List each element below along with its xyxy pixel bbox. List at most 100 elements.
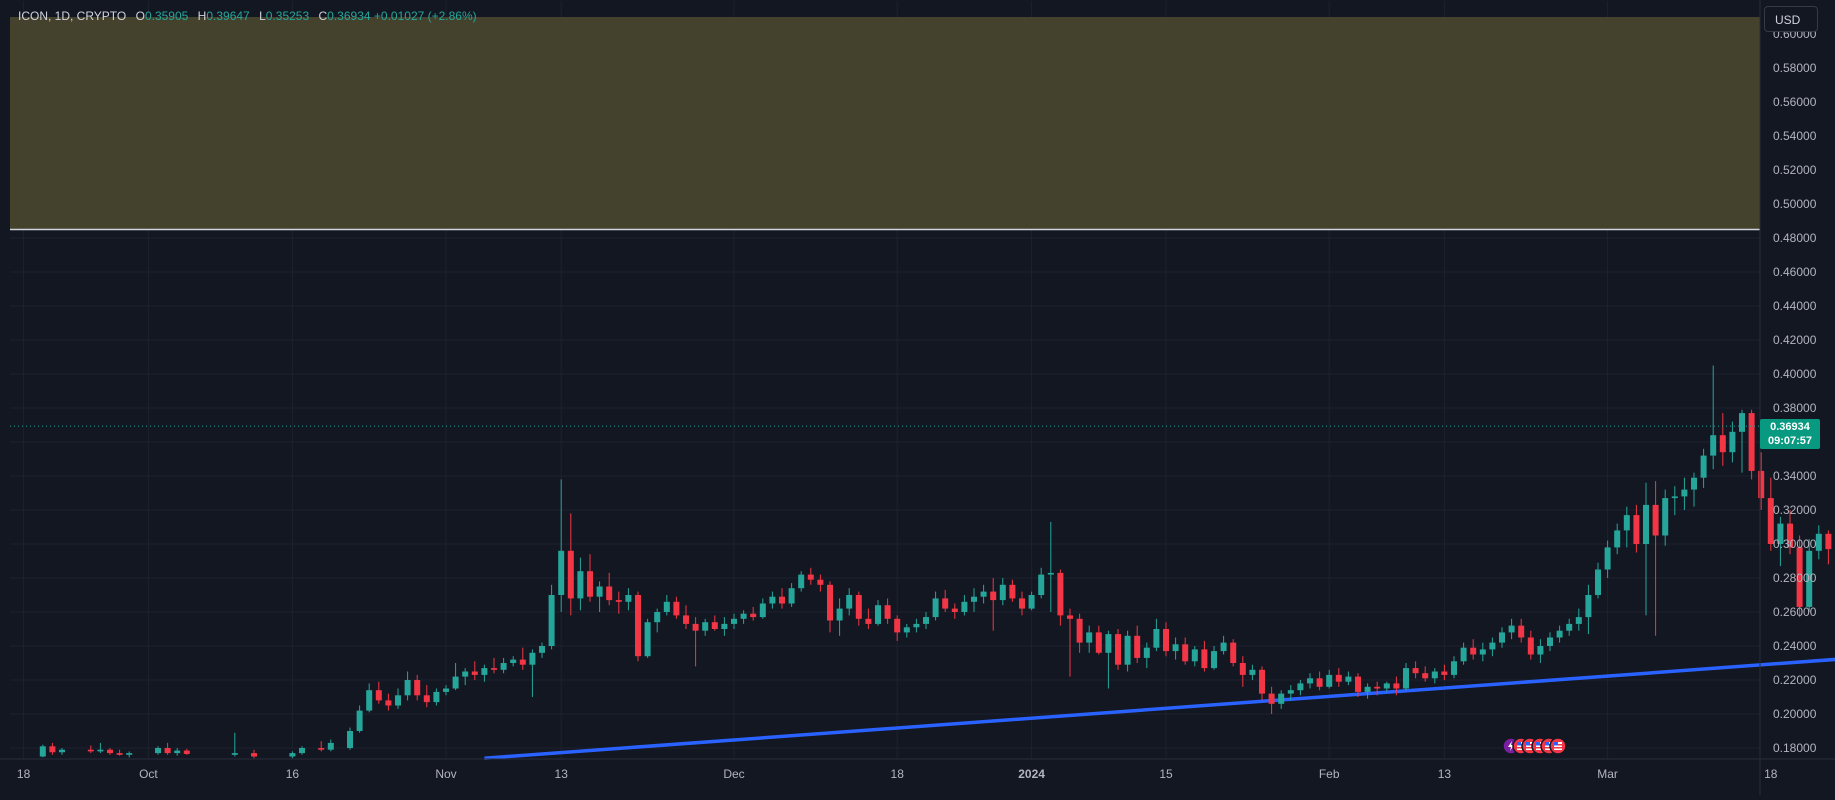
candle-body [1451,661,1457,675]
candle-body [39,746,46,757]
candle-body [779,596,785,604]
candle-body [1230,642,1237,663]
candle-body [404,680,411,696]
candle-body [1700,455,1707,478]
candle [932,591,939,621]
candle-body [375,690,382,701]
candle [951,603,958,619]
candle [1345,671,1352,686]
event-flag-icon[interactable] [1549,737,1567,755]
trendline-layer[interactable] [484,633,1835,760]
candle-body [423,695,430,703]
candle-body [827,584,833,621]
trendline[interactable] [484,633,1835,760]
candle [625,588,632,611]
candle-body [385,700,392,706]
candle-body [1566,623,1573,631]
candle-body [942,598,949,609]
last-price-badge[interactable]: 0.36934 09:07:57 [1760,419,1820,449]
last-price-value: 0.36934 [1770,421,1810,433]
candle [1652,481,1659,636]
candle [1595,562,1601,599]
lightning-glyph [1508,741,1514,751]
price-tick-label: 0.30000 [1773,537,1817,551]
candle [1028,591,1035,611]
candle [990,578,997,631]
candle-body [731,618,737,624]
candle-body [769,596,776,604]
candle [807,567,814,585]
flag-stripe [1554,747,1562,749]
candle [1614,523,1621,555]
price-tick-label: 0.26000 [1773,605,1817,619]
candle-body [635,595,641,657]
candle [942,589,949,612]
price-tick-label: 0.24000 [1773,639,1817,653]
candle [1623,506,1630,548]
candle [1729,421,1736,463]
candle-body [1777,523,1784,544]
candle-body [471,671,478,675]
candle [443,685,449,696]
flag-glyph [1545,742,1553,750]
candle-body [155,748,161,754]
candle [1134,625,1141,663]
resistance-zone[interactable] [10,17,1760,231]
low-label: L [259,9,266,23]
candle-body [1211,651,1217,669]
candle-body [1518,625,1525,638]
candle [1287,685,1294,701]
candle-body [500,663,507,670]
candle-body [1739,413,1745,432]
candle-body [711,622,718,629]
flag-canton [1526,742,1530,746]
candle-body [663,601,670,612]
candle [395,688,401,709]
candle [587,554,593,602]
candle-body [673,601,680,616]
price-tick-label: 0.46000 [1773,265,1817,279]
symbol-title[interactable]: ICON, 1D, CRYPTO [18,9,127,23]
candle-body [1489,642,1496,650]
candle [107,748,113,755]
price-axis[interactable]: 0.18000 0.20000 0.22000 0.24000 0.26000 0.280… [1759,0,1817,795]
candle [1671,486,1678,516]
candle [1441,664,1448,680]
candle [644,618,651,658]
candle [481,664,488,682]
candle [1115,629,1121,670]
candle-body [567,550,574,599]
candle-body [1268,693,1275,704]
candle [1739,409,1745,473]
candle-body [702,622,709,631]
event-icons[interactable] [1502,737,1567,755]
candle-body [1431,671,1438,679]
resistance-zone-fill[interactable] [10,17,1760,230]
candle [318,741,325,752]
candle-body [932,598,939,618]
candle-body [1374,686,1381,689]
candle-body [596,586,603,597]
candle-body [251,753,257,757]
price-tick-label: 0.50000 [1773,197,1817,211]
candle [759,598,766,619]
candle-body [1575,617,1582,624]
time-axis[interactable]: ep18Oct16Nov13Dec18202415Feb13Mar18Apr15… [0,758,1835,781]
candle [49,742,56,755]
candle-body [1623,515,1630,531]
candle [251,749,257,759]
candle [433,688,440,706]
candle-body [1422,673,1429,679]
candle [452,663,459,691]
candle-body [1470,647,1477,655]
candle-body [1729,431,1736,453]
candle-body [923,617,929,624]
currency-button[interactable]: USD [1764,6,1818,32]
candle-body [1038,574,1045,595]
candle [827,581,833,633]
candle-body [1086,632,1093,643]
candle [423,685,430,708]
candle-body [1499,632,1505,643]
candle-body [1364,686,1371,692]
